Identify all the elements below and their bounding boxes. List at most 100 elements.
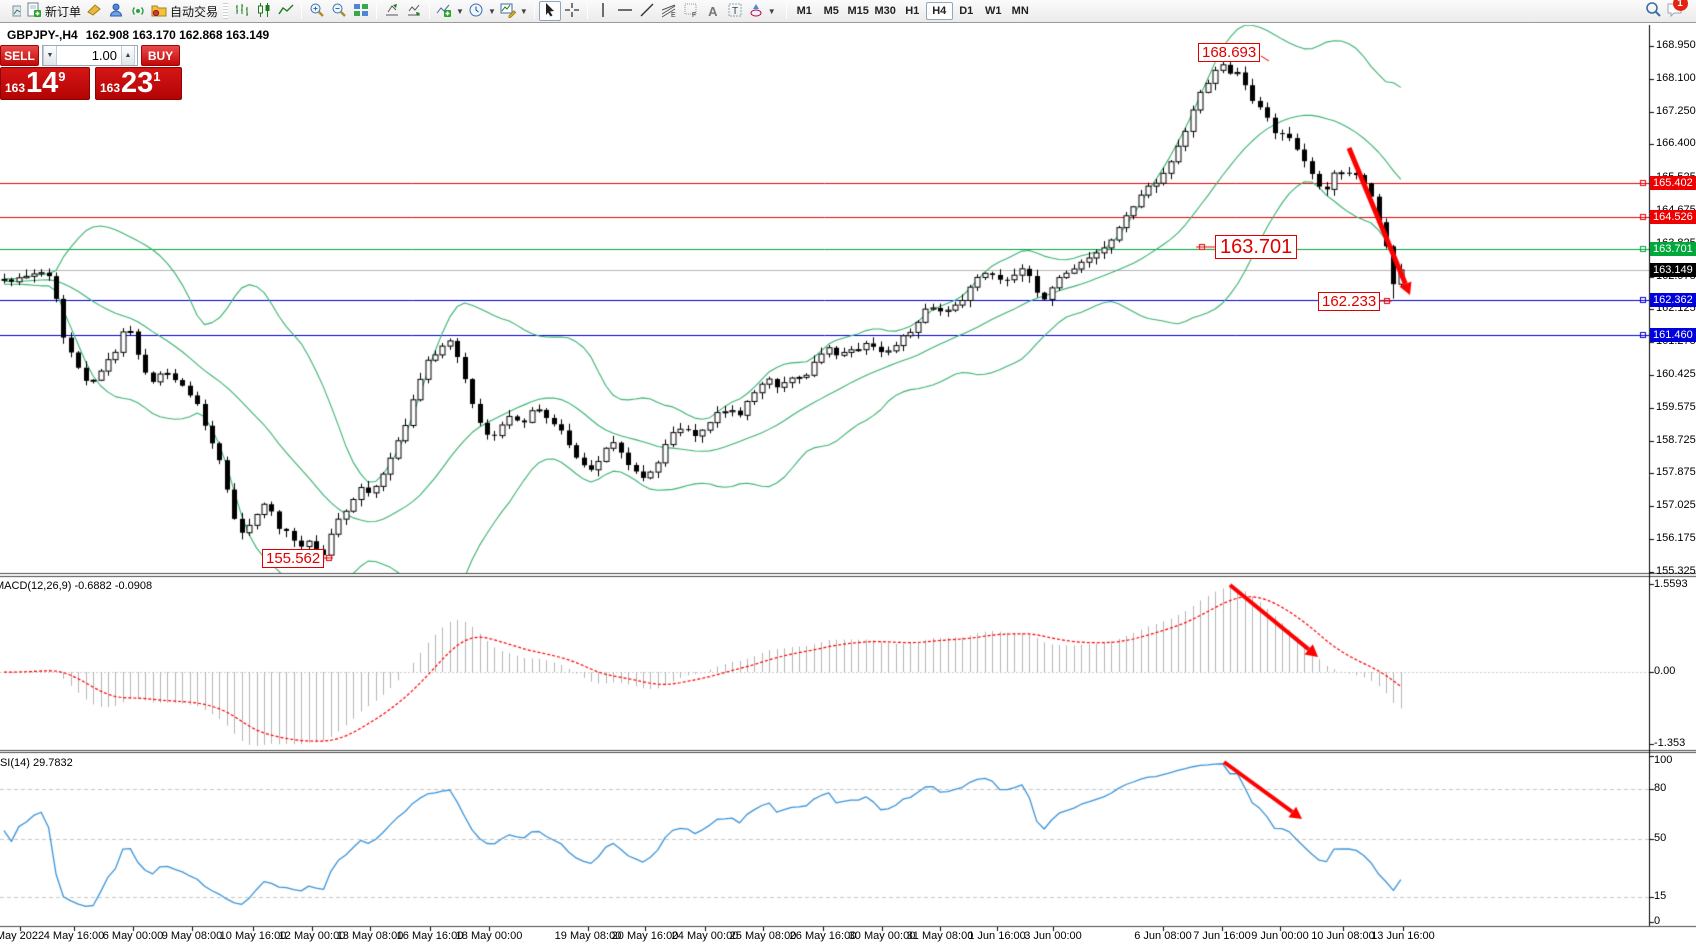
chart-title: GBPJPY-,H4 162.908 163.170 162.868 163.14… xyxy=(7,28,269,42)
tile-windows-button[interactable] xyxy=(350,1,372,21)
hline-price-label[interactable]: 164.526 xyxy=(1650,209,1696,224)
price-axis-tick: 168.100 xyxy=(1656,71,1696,84)
chart-shift-button[interactable] xyxy=(381,1,403,21)
chat-button[interactable]: 1 xyxy=(1664,0,1688,21)
indicators-button[interactable]: ▼ xyxy=(434,1,466,21)
crosshair-tool-button[interactable] xyxy=(561,1,583,21)
time-axis-label: 13 Jun 16:00 xyxy=(1371,930,1435,942)
toolbar-separator xyxy=(301,3,303,19)
toolbar-separator xyxy=(376,3,378,19)
volume-input[interactable] xyxy=(57,46,121,65)
label-tool-button[interactable]: T xyxy=(724,1,746,21)
vertical-line-tool-button[interactable] xyxy=(592,1,614,21)
shapes-tool-button[interactable]: ▼ xyxy=(746,1,778,21)
sell-price-display[interactable]: 163 14 9 xyxy=(0,67,90,100)
buy-button[interactable]: BUY xyxy=(141,45,180,66)
crosshair-icon xyxy=(564,2,580,21)
hline-price-label[interactable]: 162.362 xyxy=(1650,293,1696,308)
price-axis-tick: 157.025 xyxy=(1656,499,1696,512)
clipped-icon[interactable] xyxy=(2,1,24,21)
rsi-axis-tick: 0 xyxy=(1654,915,1661,927)
timeframe-m15-button[interactable]: M15 xyxy=(845,2,872,20)
text-label-icon: T xyxy=(727,2,743,21)
time-axis-label: 6 Jun 08:00 xyxy=(1134,930,1192,942)
svg-text:F: F xyxy=(692,12,696,18)
tile-windows-icon xyxy=(353,2,369,21)
new-order-button[interactable]: 新订单 xyxy=(24,1,83,21)
auto-scroll-button[interactable] xyxy=(403,1,425,21)
auto-trading-icon xyxy=(151,2,167,21)
toolbar-separator xyxy=(533,3,535,19)
timeframe-m30-button[interactable]: M30 xyxy=(872,2,899,20)
favorites-button[interactable] xyxy=(83,1,105,21)
candlestick-chart-button[interactable] xyxy=(253,1,275,21)
price-axis-tick: 159.575 xyxy=(1656,400,1696,413)
timeframe-d1-button[interactable]: D1 xyxy=(953,2,980,20)
time-axis-label: 25 May 08:00 xyxy=(729,930,797,942)
grid-tool-button[interactable]: F xyxy=(680,1,702,21)
time-axis-label: 26 May 16:00 xyxy=(789,930,857,942)
sell-button[interactable]: SELL xyxy=(0,45,39,66)
hline-price-label[interactable]: 165.402 xyxy=(1650,175,1696,190)
bar-chart-button[interactable] xyxy=(231,1,253,21)
price-axis-tick: 156.175 xyxy=(1656,532,1696,545)
timeframe-m1-button[interactable]: M1 xyxy=(791,2,818,20)
timeframe-h4-button[interactable]: H4 xyxy=(925,2,953,20)
time-axis-label: 10 May 16:00 xyxy=(219,930,287,942)
time-axis-label: 18 May 00:00 xyxy=(455,930,523,942)
templates-button[interactable]: ▼ xyxy=(498,1,530,21)
zoom-in-icon xyxy=(309,2,325,21)
fibonacci-tool-button[interactable]: E xyxy=(658,1,680,21)
horizontal-line-tool-button[interactable] xyxy=(614,1,636,21)
hline-price-label[interactable]: 161.460 xyxy=(1650,328,1696,343)
rsi-indicator-label: RSI(14) 29.7832 xyxy=(0,757,73,769)
trendline-tool-button[interactable] xyxy=(636,1,658,21)
line-chart-button[interactable] xyxy=(275,1,297,21)
new-order-label: 新订单 xyxy=(45,4,82,19)
hline-price-label[interactable]: 163.701 xyxy=(1650,241,1696,256)
time-axis-label: 9 Jun 00:00 xyxy=(1251,930,1309,942)
price-axis-tick: 166.400 xyxy=(1656,137,1696,150)
bar-chart-icon xyxy=(234,2,250,21)
clock-icon xyxy=(468,2,484,21)
time-axis-label: 13 May 08:00 xyxy=(336,930,404,942)
macd-axis-tick: 1.5593 xyxy=(1654,578,1688,590)
price-axis-tick: 157.875 xyxy=(1656,466,1696,479)
price-annotation-label[interactable]: 168.693 xyxy=(1198,43,1261,62)
price-axis-tick: 167.250 xyxy=(1656,104,1696,117)
price-axis-tick: 155.325 xyxy=(1656,564,1696,577)
search-button[interactable] xyxy=(1642,1,1664,21)
text-tool-button[interactable]: A xyxy=(702,1,724,21)
signal-button[interactable] xyxy=(127,1,149,21)
grid-icon: F xyxy=(683,2,699,21)
zoom-out-button[interactable] xyxy=(328,1,350,21)
cursor-tool-button[interactable] xyxy=(538,1,561,21)
time-axis-label: 6 May 00:00 xyxy=(102,930,164,942)
person-icon xyxy=(108,2,124,21)
volume-decrease-button[interactable]: ▼ xyxy=(43,46,57,65)
timeframe-h1-button[interactable]: H1 xyxy=(899,2,926,20)
macd-indicator-label: MACD(12,26,9) -0.6882 -0.0908 xyxy=(0,580,153,592)
price-annotation-label[interactable]: 163.701 xyxy=(1215,235,1298,259)
timeframe-w1-button[interactable]: W1 xyxy=(980,2,1007,20)
contacts-button[interactable] xyxy=(105,1,127,21)
volume-increase-button[interactable]: ▲ xyxy=(121,46,135,65)
timeframe-m5-button[interactable]: M5 xyxy=(818,2,845,20)
vertical-line-icon xyxy=(595,2,611,21)
periods-button[interactable]: ▼ xyxy=(466,1,498,21)
price-annotation-label[interactable]: 162.233 xyxy=(1318,292,1381,311)
timeframe-mn-button[interactable]: MN xyxy=(1007,2,1034,20)
price-axis-tick: 160.425 xyxy=(1656,368,1696,381)
zoom-in-button[interactable] xyxy=(306,1,328,21)
fibonacci-icon: E xyxy=(661,2,677,21)
time-axis-label: 3 Jun 00:00 xyxy=(1024,930,1082,942)
price-annotation-label[interactable]: 155.562 xyxy=(262,549,325,568)
current-price-label: 163.149 xyxy=(1650,262,1696,277)
search-icon xyxy=(1645,1,1662,21)
buy-price-display[interactable]: 163 23 1 xyxy=(95,67,182,100)
toolbar-separator xyxy=(429,3,431,19)
time-axis-label: 10 Jun 08:00 xyxy=(1311,930,1375,942)
auto-trading-button[interactable]: 自动交易 xyxy=(149,1,220,21)
